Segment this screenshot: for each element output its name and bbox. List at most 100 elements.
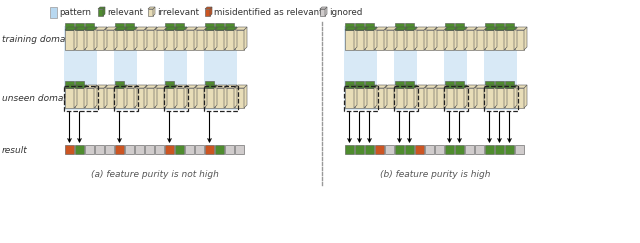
Bar [344,26,377,110]
Bar [165,30,174,50]
Bar [85,30,94,50]
Polygon shape [184,85,187,108]
Polygon shape [455,85,467,88]
Polygon shape [154,27,157,50]
Polygon shape [395,85,407,88]
Bar [75,23,84,30]
Bar [485,23,494,30]
Bar [365,88,374,108]
Bar [445,81,454,88]
Polygon shape [405,27,417,30]
Polygon shape [74,85,77,108]
Bar [455,81,464,88]
Polygon shape [385,27,397,30]
Bar [115,23,124,30]
Bar [394,26,417,110]
Bar [395,81,404,88]
Bar [455,30,464,50]
Polygon shape [164,85,167,108]
Polygon shape [235,27,247,30]
Bar [405,88,414,108]
Polygon shape [74,27,77,50]
Polygon shape [65,27,77,30]
Polygon shape [464,27,467,50]
Polygon shape [485,27,497,30]
Bar [145,88,154,108]
Polygon shape [444,27,447,50]
Bar [175,145,184,154]
Bar [115,81,124,88]
Polygon shape [425,27,437,30]
Bar [65,30,74,50]
Bar [495,88,504,108]
Bar [175,30,184,50]
Polygon shape [495,27,507,30]
Polygon shape [384,27,387,50]
Polygon shape [94,27,97,50]
Polygon shape [145,27,157,30]
Polygon shape [474,27,477,50]
Bar [165,88,174,108]
Polygon shape [465,27,477,30]
Bar [465,88,474,108]
Bar [205,9,210,16]
Polygon shape [164,27,167,50]
Polygon shape [234,85,237,108]
Polygon shape [155,27,167,30]
Bar [365,81,374,88]
Bar [385,88,394,108]
Polygon shape [405,85,417,88]
Polygon shape [215,27,227,30]
Polygon shape [504,85,507,108]
Bar [164,26,187,110]
Polygon shape [165,27,177,30]
Bar [215,145,224,154]
Polygon shape [365,85,377,88]
Bar [395,30,404,50]
Polygon shape [185,27,197,30]
Bar [135,145,144,154]
Polygon shape [204,27,207,50]
Polygon shape [514,27,517,50]
Polygon shape [104,85,107,108]
Bar [165,145,174,154]
Polygon shape [148,7,155,9]
Text: ignored: ignored [329,8,362,17]
Text: relevant: relevant [107,8,143,17]
Polygon shape [365,27,377,30]
Bar [395,23,404,30]
Bar [425,88,434,108]
Bar [205,88,214,108]
Bar [445,88,454,108]
Bar [114,86,138,111]
Polygon shape [364,85,367,108]
Polygon shape [475,27,487,30]
Polygon shape [445,27,457,30]
Bar [445,23,454,30]
Bar [405,30,414,50]
Polygon shape [414,85,417,108]
Polygon shape [135,85,147,88]
Polygon shape [454,27,457,50]
Bar [405,81,414,88]
Polygon shape [175,85,187,88]
Bar [105,145,114,154]
Bar [435,88,444,108]
Bar [355,145,364,154]
Polygon shape [174,27,177,50]
Bar [125,145,134,154]
Bar [205,30,214,50]
Bar [475,145,484,154]
Bar [95,30,104,50]
Polygon shape [474,85,477,108]
Polygon shape [384,85,387,108]
Polygon shape [225,85,237,88]
Text: (b) feature purity is high: (b) feature purity is high [380,170,490,179]
Bar [365,23,374,30]
Polygon shape [234,27,237,50]
Bar [64,26,97,110]
Polygon shape [494,27,497,50]
Bar [95,145,104,154]
Polygon shape [244,85,247,108]
Polygon shape [364,27,367,50]
